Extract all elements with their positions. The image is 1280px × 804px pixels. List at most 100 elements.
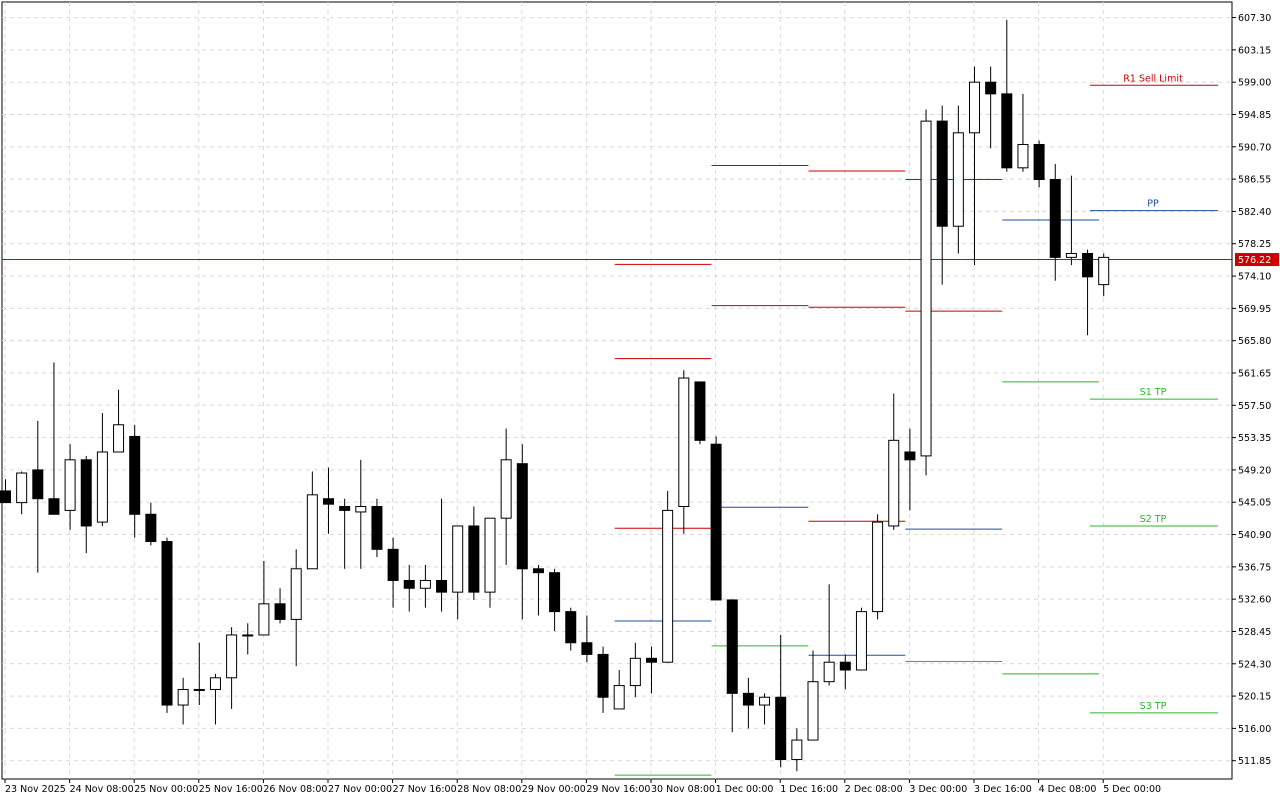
bull-candle [209, 677, 221, 690]
y-tick-label: 599.00 [1238, 78, 1271, 89]
y-tick-label: 582.40 [1238, 207, 1271, 218]
bear-candle [32, 469, 44, 500]
bull-candle [613, 685, 625, 710]
x-tick-label: 4 Dec 08:00 [1039, 784, 1097, 795]
y-tick-label: 549.20 [1238, 465, 1271, 476]
bull-candle [226, 634, 238, 679]
y-tick-label: 569.95 [1238, 304, 1271, 315]
bear-candle [161, 541, 173, 706]
y-tick-label: 536.75 [1238, 562, 1271, 573]
y-tick-label: 557.50 [1238, 401, 1271, 412]
current-price-badge [1235, 253, 1279, 267]
named-level-label: S3 TP [1140, 701, 1167, 712]
bull-candle [64, 459, 76, 511]
bull-candle [16, 472, 28, 504]
x-tick-label: 1 Dec 16:00 [780, 784, 838, 795]
y-tick-label: 520.15 [1238, 692, 1271, 703]
x-tick-label: 27 Nov 16:00 [393, 784, 457, 795]
x-tick-label: 25 Nov 16:00 [199, 784, 263, 795]
bear-candle [129, 435, 141, 515]
bull-candle [759, 696, 771, 706]
y-tick-label: 524.30 [1238, 659, 1271, 670]
bear-candle [436, 579, 448, 593]
bear-candle [387, 548, 399, 581]
x-tick-label: 23 Nov 2025 [5, 784, 66, 795]
bear-candle [726, 599, 738, 694]
y-tick-label: 607.30 [1238, 13, 1271, 24]
bear-candle [403, 579, 415, 589]
bull-candle [96, 451, 108, 523]
bull-candle [452, 525, 464, 593]
bull-candle [807, 681, 819, 741]
y-tick-label: 516.00 [1238, 724, 1271, 735]
bear-candle [581, 642, 593, 655]
bear-candle [145, 513, 157, 543]
bear-candle [371, 506, 383, 550]
bull-candle [888, 439, 900, 527]
bear-candle [1001, 93, 1013, 169]
bear-candle [710, 443, 722, 601]
x-tick-label: 1 Dec 00:00 [716, 784, 774, 795]
x-tick-label: 3 Dec 16:00 [974, 784, 1032, 795]
x-tick-label: 5 Dec 00:00 [1103, 784, 1161, 795]
bull-candle [500, 459, 512, 519]
bear-candle [1033, 143, 1045, 181]
x-tick-label: 3 Dec 00:00 [909, 784, 967, 795]
bear-candle [985, 81, 997, 95]
named-level-label: PP [1147, 199, 1159, 210]
y-tick-label: 553.35 [1238, 433, 1271, 444]
bear-candle [80, 459, 92, 527]
bull-candle [952, 132, 964, 227]
bull-candle [662, 509, 674, 663]
current-price-label: 576.22 [1238, 255, 1271, 266]
bull-candle [193, 688, 205, 691]
x-tick-label: 29 Nov 16:00 [586, 784, 650, 795]
bear-candle [549, 572, 561, 613]
bull-candle [355, 506, 367, 513]
named-level-label: S2 TP [1140, 514, 1167, 525]
bull-candle [629, 657, 641, 687]
y-tick-label: 574.10 [1238, 272, 1271, 283]
y-tick-label: 528.45 [1238, 627, 1271, 638]
bear-candle [565, 611, 577, 644]
plot-area [1, 1, 1233, 780]
y-tick-label: 603.15 [1238, 45, 1271, 56]
bear-candle [532, 568, 544, 574]
bear-candle [48, 498, 60, 515]
y-tick-label: 540.90 [1238, 530, 1271, 541]
y-tick-label: 532.60 [1238, 595, 1271, 606]
bull-candle [920, 120, 932, 457]
bull-candle [113, 424, 125, 453]
named-level-label: S1 TP [1140, 387, 1167, 398]
y-tick-label: 586.55 [1238, 175, 1271, 186]
bear-candle [936, 120, 948, 227]
bull-candle [855, 611, 867, 671]
y-tick-label: 565.80 [1238, 336, 1271, 347]
bear-candle [1049, 179, 1061, 258]
bull-candle [969, 81, 980, 134]
x-tick-label: 26 Nov 08:00 [263, 784, 327, 795]
bear-candle [339, 506, 351, 511]
bear-candle [775, 696, 787, 761]
x-tick-label: 24 Nov 08:00 [70, 784, 134, 795]
bull-candle [678, 377, 690, 508]
named-level-label: R1 Sell Limit [1123, 73, 1183, 84]
x-tick-label: 27 Nov 00:00 [328, 784, 392, 795]
bull-candle [306, 494, 318, 570]
y-tick-label: 545.05 [1238, 498, 1271, 509]
bull-candle [823, 661, 835, 683]
bear-candle [646, 657, 657, 663]
bull-candle [1017, 143, 1029, 169]
x-tick-label: 30 Nov 08:00 [651, 784, 715, 795]
bull-candle [872, 521, 884, 613]
bull-candle [484, 517, 496, 593]
bear-candle [1082, 252, 1094, 278]
x-tick-label: 29 Nov 00:00 [522, 784, 586, 795]
x-tick-label: 28 Nov 08:00 [457, 784, 521, 795]
bull-candle [1098, 256, 1110, 286]
y-tick-label: 561.65 [1238, 368, 1271, 379]
y-tick-label: 578.25 [1238, 239, 1271, 250]
bear-candle [597, 653, 609, 698]
